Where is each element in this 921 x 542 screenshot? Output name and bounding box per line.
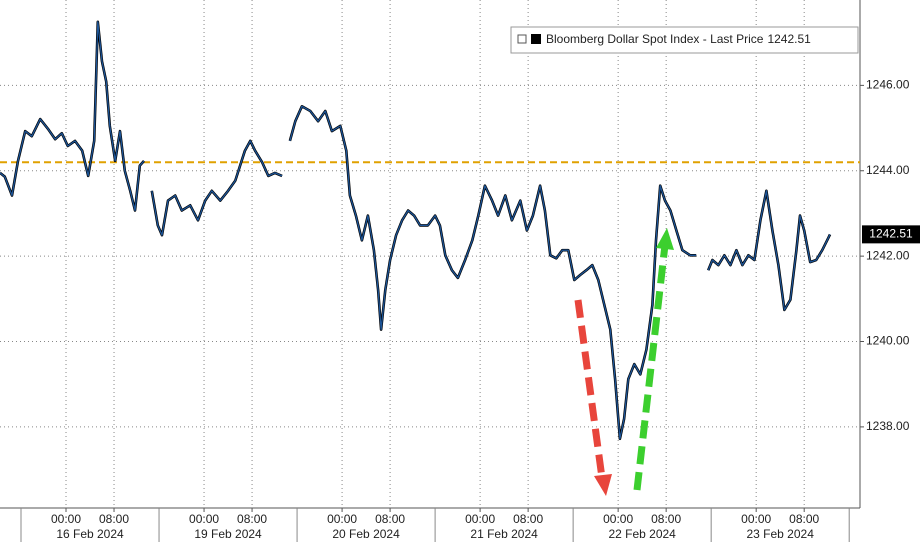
y-tick-label: 1238.00 — [866, 419, 910, 433]
x-tick-label: 00:00 — [189, 512, 219, 526]
y-tick-label: 1240.00 — [866, 334, 910, 348]
x-tick-label: 08:00 — [513, 512, 543, 526]
x-tick-label: 00:00 — [51, 512, 81, 526]
x-tick-label: 08:00 — [237, 512, 267, 526]
legend-series-name: Bloomberg Dollar Spot Index - Last Price — [546, 32, 764, 46]
x-tick-label: 00:00 — [603, 512, 633, 526]
legend-label: Bloomberg Dollar Spot Index - Last Price… — [546, 32, 811, 46]
date-label: 21 Feb 2024 — [470, 527, 538, 541]
x-tick-label: 00:00 — [327, 512, 357, 526]
x-tick-label: 08:00 — [789, 512, 819, 526]
x-tick-label: 08:00 — [375, 512, 405, 526]
x-tick-label: 08:00 — [99, 512, 129, 526]
legend-swatch — [531, 34, 541, 44]
x-tick-label: 00:00 — [465, 512, 495, 526]
date-label: 16 Feb 2024 — [56, 527, 124, 541]
down-arrow — [574, 299, 606, 479]
down-arrow-head — [594, 474, 612, 496]
y-tick-label: 1242.00 — [866, 248, 910, 262]
date-label: 19 Feb 2024 — [194, 527, 262, 541]
x-tick-label: 00:00 — [741, 512, 771, 526]
y-tick-label: 1244.00 — [866, 163, 910, 177]
annotations — [574, 228, 674, 496]
date-label: 23 Feb 2024 — [746, 527, 814, 541]
up-arrow-head — [656, 228, 674, 250]
last-price-tag — [862, 225, 920, 244]
date-label: 20 Feb 2024 — [332, 527, 400, 541]
price-line — [0, 21, 831, 440]
legend: Bloomberg Dollar Spot Index - Last Price… — [510, 26, 859, 54]
legend-last-value: 1242.51 — [767, 32, 811, 46]
x-tick-label: 08:00 — [651, 512, 681, 526]
last-price-label: 1242.51 — [869, 227, 913, 241]
y-tick-label: 1246.00 — [866, 78, 910, 92]
legend-box — [510, 26, 859, 54]
up-arrow — [633, 244, 669, 491]
legend-toggle[interactable] — [517, 34, 527, 44]
date-label: 22 Feb 2024 — [608, 527, 676, 541]
marks — [0, 20, 860, 441]
